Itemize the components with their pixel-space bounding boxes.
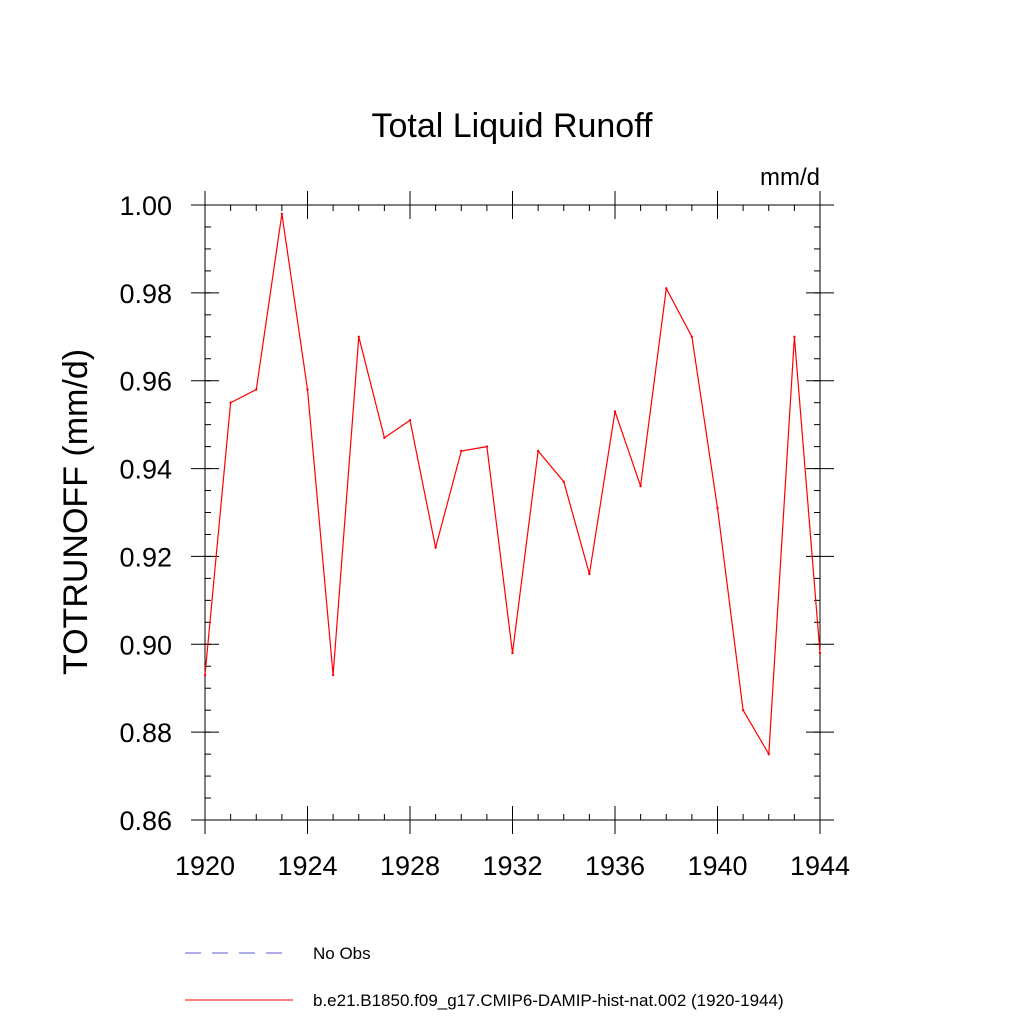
data-point [255, 388, 258, 391]
y-tick-label: 0.94 [119, 455, 172, 485]
data-point [229, 401, 232, 404]
x-tick-label: 1944 [790, 851, 850, 881]
data-point [767, 752, 770, 756]
x-tick-label: 1940 [687, 851, 747, 881]
data-point [203, 673, 207, 677]
series-line [204, 213, 821, 757]
data-point [357, 335, 360, 338]
data-point [536, 449, 540, 453]
x-tick-label: 1932 [482, 851, 542, 881]
data-point [383, 436, 386, 440]
legend-label: No Obs [313, 944, 371, 963]
legend: No Obs b.e21.B1850.f09_g17.CMIP6-DAMIP-hi… [185, 944, 784, 1010]
data-point [741, 708, 745, 712]
y-tick-label: 1.00 [119, 191, 172, 221]
data-point [511, 651, 514, 655]
x-tick-label: 1936 [585, 851, 645, 881]
y-tick-label: 0.92 [119, 542, 172, 572]
plot-frame [204, 204, 821, 821]
data-point [460, 449, 463, 453]
data-point [562, 480, 565, 483]
chart-title: Total Liquid Runoff [371, 107, 653, 145]
y-tick-label: 0.88 [119, 718, 172, 748]
x-tick-label: 1920 [175, 851, 235, 881]
data-point [331, 673, 335, 677]
y-tick-label: 0.96 [119, 367, 172, 397]
legend-label: b.e21.B1850.f09_g17.CMIP6-DAMIP-hist-nat… [313, 991, 784, 1010]
data-point [408, 419, 412, 422]
data-point [665, 287, 668, 290]
x-tick-label: 1928 [380, 851, 440, 881]
data-point [639, 484, 642, 488]
data-point [613, 410, 617, 413]
plot-area: 1920 1924 1928 1932 1936 1940 1944 0.86 0.88 0.90… [119, 191, 850, 881]
data-point [306, 388, 309, 391]
y-tick-label: 0.98 [119, 279, 172, 309]
data-point [716, 506, 719, 510]
data-point [793, 335, 796, 338]
data-point [280, 212, 284, 215]
units-label: mm/d [760, 164, 820, 191]
y-axis-label: TOTRUNOFF (mm/d) [57, 349, 95, 675]
y-tick-label: 0.86 [119, 806, 172, 836]
y-tick-label: 0.90 [119, 630, 172, 660]
x-tick-label: 1924 [277, 851, 337, 881]
data-point [818, 651, 822, 655]
data-point [690, 335, 694, 338]
data-point [588, 572, 591, 576]
data-point [434, 546, 437, 549]
data-point [485, 445, 489, 448]
